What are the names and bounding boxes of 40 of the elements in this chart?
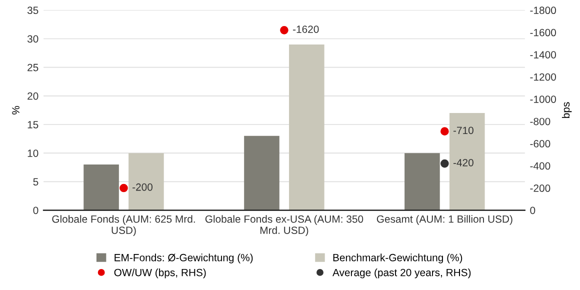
y2-tick-label: -200 xyxy=(530,184,550,192)
bar xyxy=(244,136,280,210)
legend-label: Average (past 20 years, RHS) xyxy=(332,268,471,278)
y-tick-label: 15 xyxy=(28,121,38,128)
y2-tick-label: -600 xyxy=(530,140,550,148)
y2-tick-label: 0 xyxy=(530,206,536,214)
y2-tick-label: -1200 xyxy=(530,73,556,81)
y2-tick-label: -800 xyxy=(530,118,550,126)
y2-tick-label: -1600 xyxy=(530,28,556,36)
y-tick-label: 20 xyxy=(28,92,38,100)
point xyxy=(280,26,288,34)
bar xyxy=(84,164,119,210)
point xyxy=(440,127,449,136)
x-tick-label: Globale Fonds ex-USA (AUM: 350 Mrd. USD) xyxy=(205,215,364,236)
y2-tick-label: -1400 xyxy=(530,51,556,58)
y-tick-label: 10 xyxy=(28,150,38,157)
y-tick-label: 25 xyxy=(28,64,38,72)
y-tick-label: 0 xyxy=(33,206,38,214)
legend-label: Benchmark-Gewichtung (%) xyxy=(333,254,462,264)
point xyxy=(120,184,128,192)
data-label: -710 xyxy=(453,126,474,134)
x-tick-label: Gesamt (AUM: 1 Billion USD) xyxy=(376,215,512,225)
y2-tick-label: -400 xyxy=(530,162,550,170)
x-tick-label: Globale Fonds (AUM: 625 Mrd. USD) xyxy=(52,215,195,236)
legend-label: OW/UW (bps, RHS) xyxy=(114,268,206,278)
data-label: -1620 xyxy=(292,26,319,33)
y-tick-label: 35 xyxy=(27,6,38,14)
y2-tick-label: -1000 xyxy=(530,96,556,103)
bar xyxy=(404,153,440,210)
data-label: -420 xyxy=(453,158,474,166)
data-label: -200 xyxy=(132,183,153,191)
bar xyxy=(128,153,164,210)
y-axis-title: % xyxy=(12,106,20,114)
y-tick-label: 5 xyxy=(33,178,38,186)
bar xyxy=(449,113,485,210)
y-tick-label: 30 xyxy=(27,35,38,43)
bar xyxy=(289,44,324,210)
y2-tick-label: -1800 xyxy=(530,6,556,14)
legend-label: EM-Fonds: Ø-Gewichtung (%) xyxy=(114,254,253,264)
y2-axis-title: bps xyxy=(562,102,572,118)
